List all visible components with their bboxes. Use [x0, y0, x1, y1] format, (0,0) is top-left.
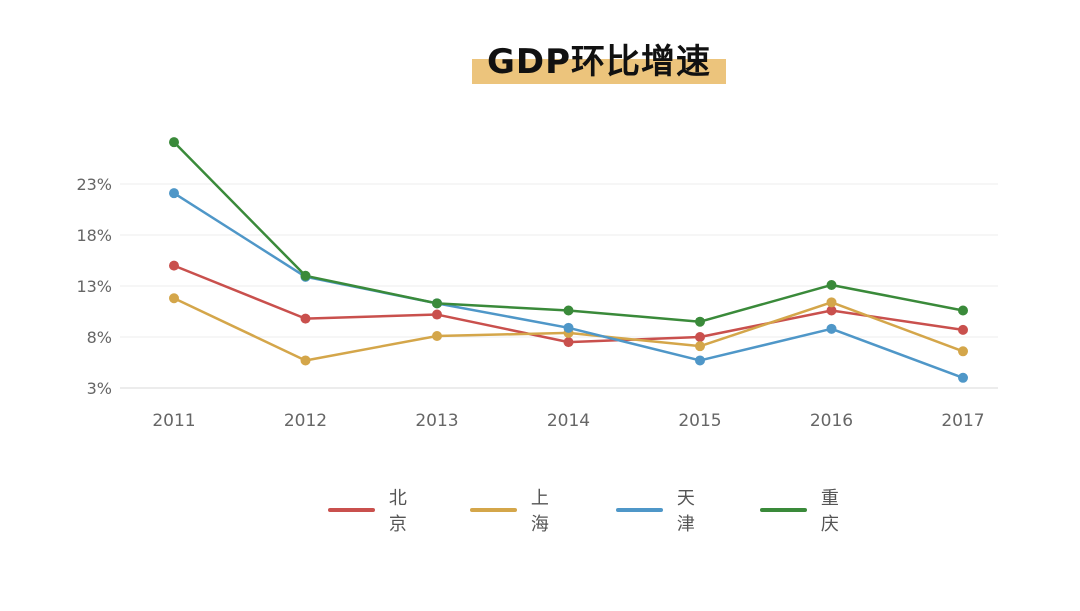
legend-swatch [760, 508, 807, 512]
y-tick-label: 18% [76, 226, 112, 245]
data-point [695, 316, 705, 327]
data-point [432, 298, 442, 309]
data-point [432, 309, 442, 320]
data-point [300, 313, 311, 324]
series-line-3 [173, 141, 964, 323]
y-tick-label: 8% [87, 328, 112, 347]
data-point [826, 323, 837, 334]
data-point [169, 137, 179, 148]
data-point [169, 260, 179, 271]
data-point [958, 372, 968, 383]
legend-label: 天津 [676, 488, 695, 535]
chart-title-banner: GDP环比增速 [472, 30, 726, 86]
legend-swatch [470, 508, 517, 512]
legend-label: 重庆 [820, 488, 839, 535]
x-tick-label: 2012 [284, 411, 327, 431]
series-line-2 [173, 192, 964, 379]
data-point [695, 355, 705, 366]
data-point [826, 297, 837, 308]
data-point [826, 305, 837, 316]
data-point [695, 341, 705, 352]
legend-swatch [328, 508, 375, 512]
data-point [958, 346, 968, 357]
x-tick-label: 2013 [415, 411, 458, 431]
x-tick-label: 2014 [547, 411, 590, 431]
y-tick-label: 3% [87, 379, 112, 398]
title-highlight-bar [472, 59, 726, 84]
data-point [563, 337, 574, 348]
data-point [300, 355, 311, 366]
legend-label: 上海 [530, 488, 549, 535]
data-point [695, 332, 705, 342]
x-tick-label: 2016 [810, 411, 853, 431]
data-point [958, 305, 968, 316]
legend-item: 上海 [470, 488, 560, 535]
legend-swatch [616, 508, 663, 512]
y-tick-label: 23% [76, 175, 112, 194]
x-tick-label: 2015 [678, 411, 721, 431]
legend-item: 重庆 [760, 488, 850, 535]
legend-item: 天津 [616, 488, 706, 535]
data-point [169, 188, 179, 199]
data-point [300, 270, 311, 281]
data-point [563, 305, 574, 316]
data-point [958, 324, 968, 335]
data-point [432, 330, 442, 341]
legend-item: 北京 [328, 488, 418, 535]
data-point [563, 322, 574, 333]
chart-title: GDP环比增速 [486, 42, 712, 82]
y-tick-label: 13% [76, 277, 112, 296]
data-point [826, 279, 837, 290]
x-tick-label: 2017 [941, 411, 984, 431]
legend-label: 北京 [388, 488, 407, 535]
data-point [169, 293, 179, 304]
x-tick-label: 2011 [152, 411, 195, 431]
